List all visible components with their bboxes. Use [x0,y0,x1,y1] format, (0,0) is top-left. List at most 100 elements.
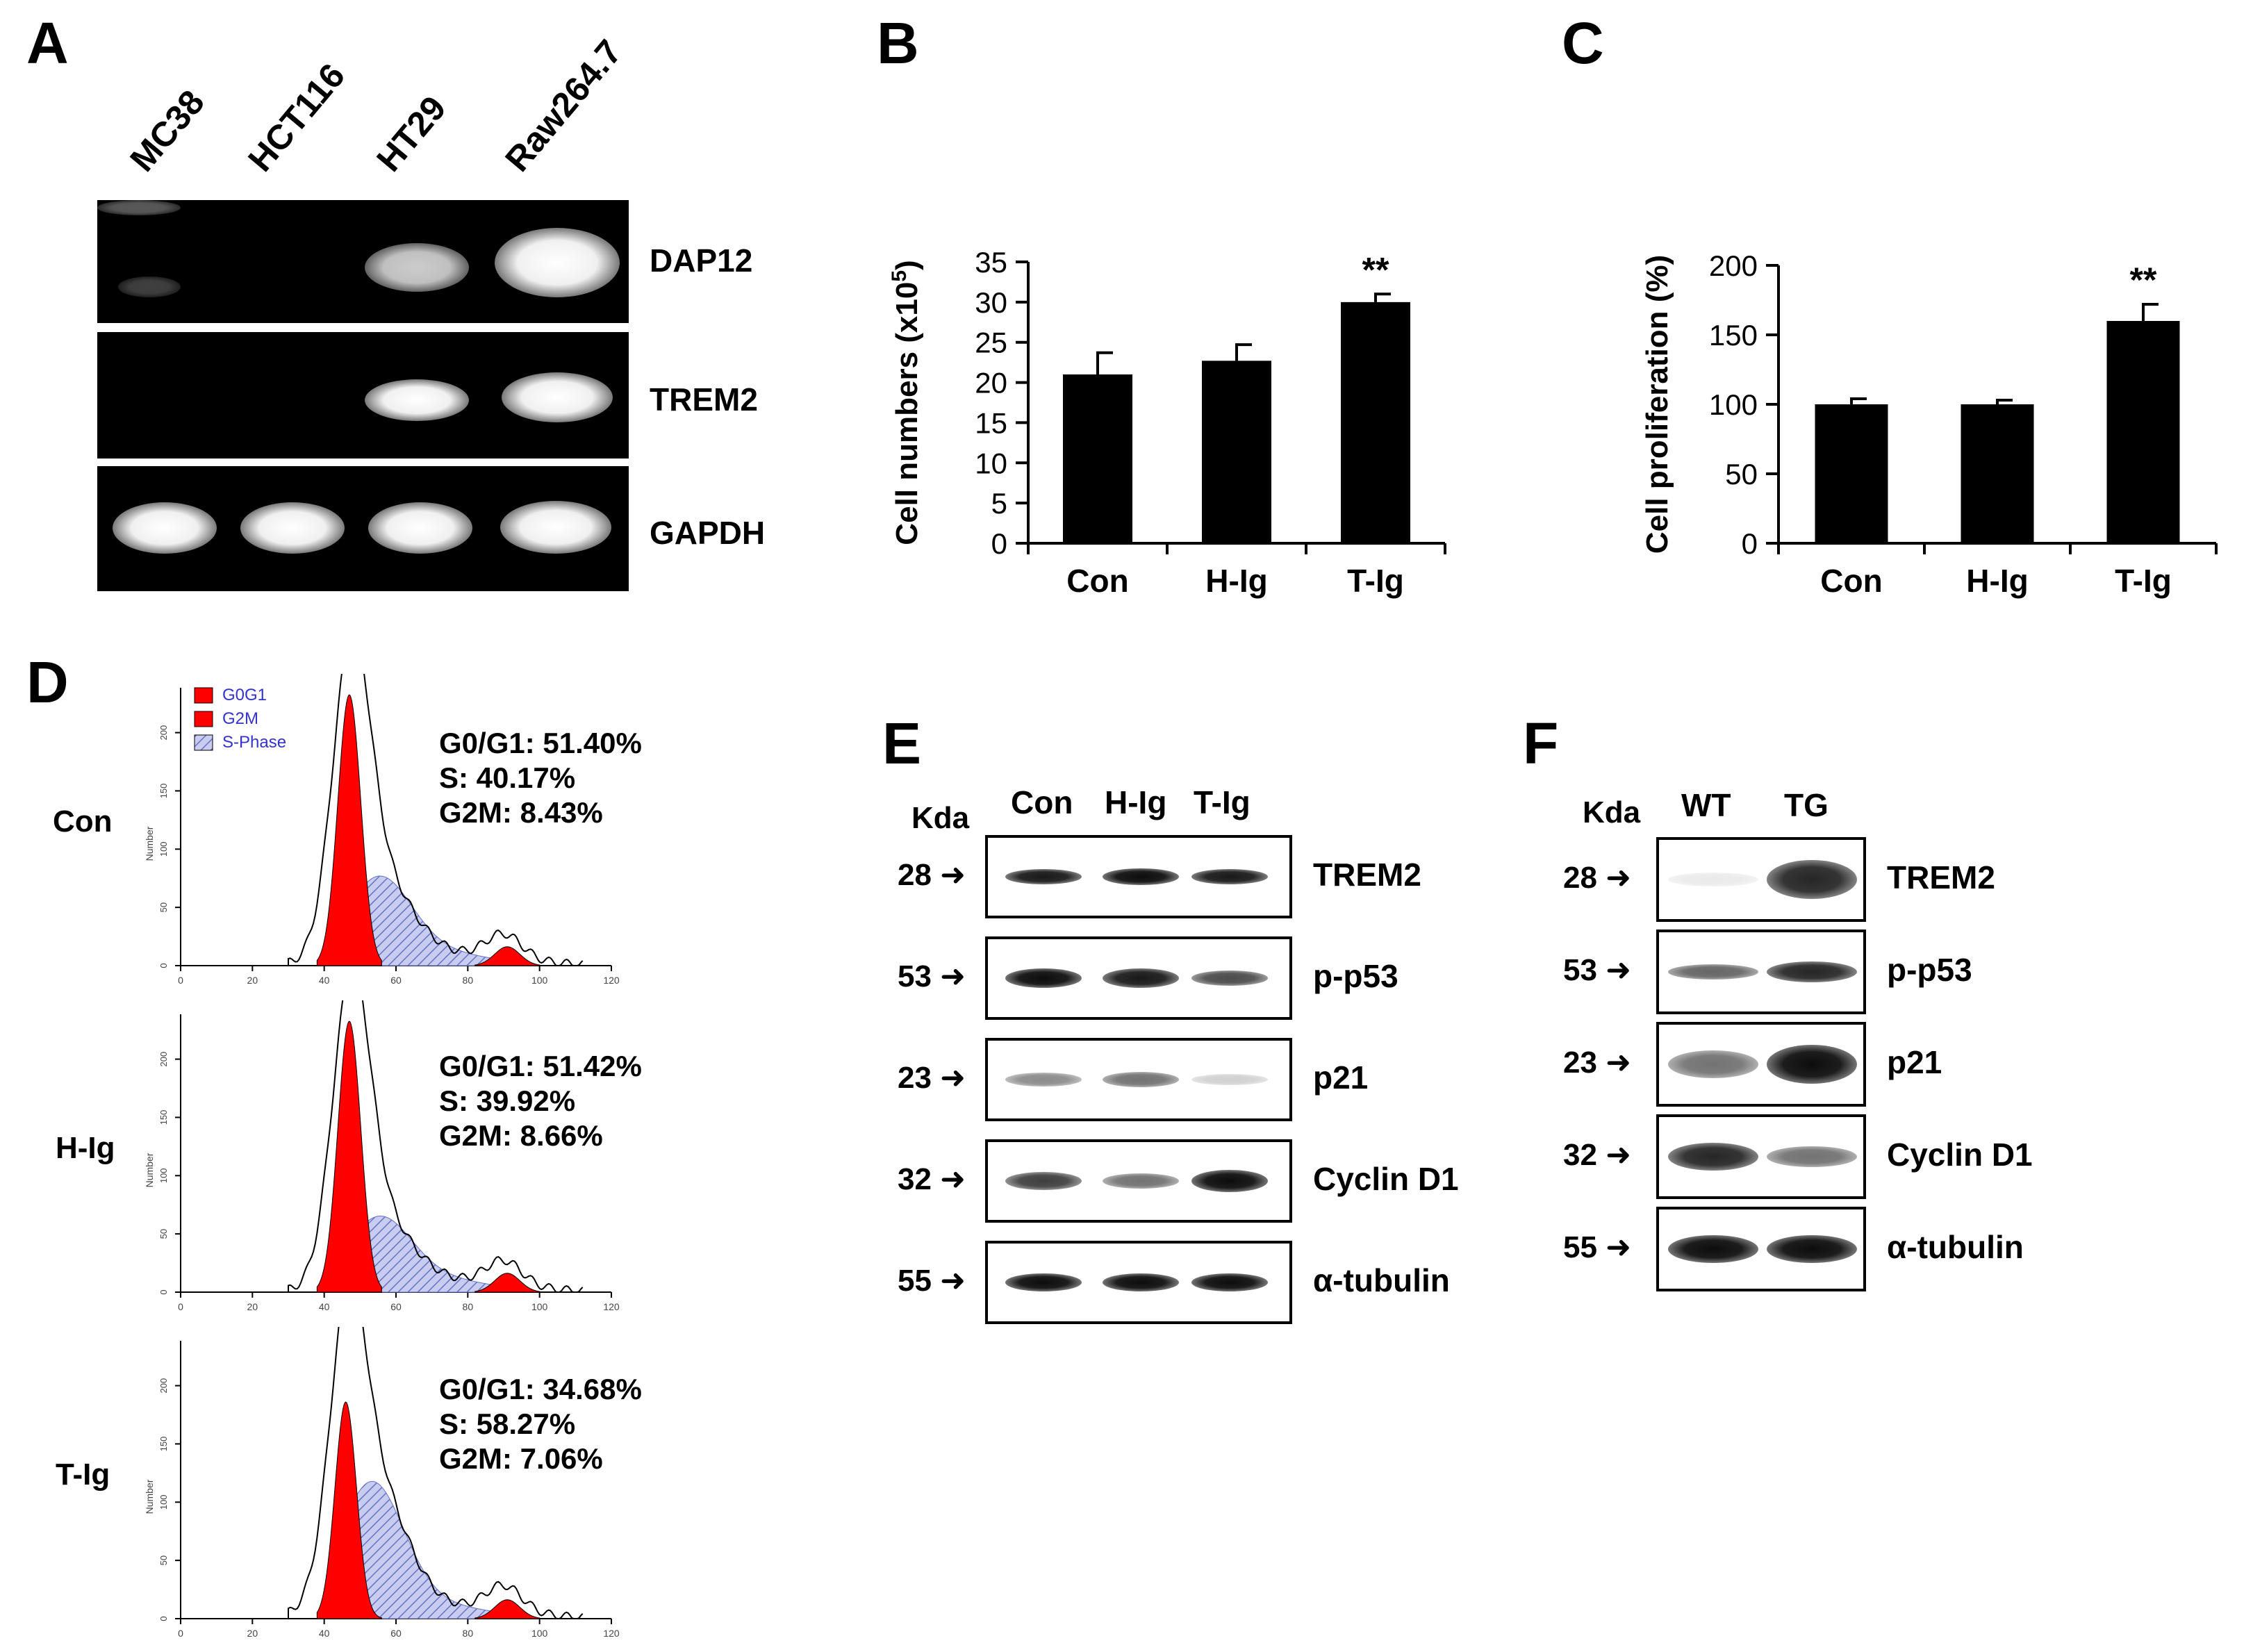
blot-band [1103,868,1179,885]
mw-value: 32 [898,1162,932,1196]
y-tick-label: 0 [158,1289,169,1294]
gel-band [500,501,611,554]
y-tick-label: 50 [158,1555,169,1565]
x-tick-label: H-Ig [1205,563,1267,599]
mw-marker: 28 ➜ [898,857,966,893]
blot-cyclin-d1 [1656,1114,1866,1199]
mw-marker: 28 ➜ [1563,860,1631,895]
panel-label-b: B [877,10,919,76]
y-tick-label: 0 [158,1616,169,1621]
blot-band [1191,869,1268,884]
arrow-right-icon: ➜ [931,858,966,892]
protein-label: Cyclin D1 [1887,1137,2033,1173]
stat-g2m: G2M: 8.43% [439,796,603,829]
g0g1-peak [316,1021,382,1293]
y-tick-label: 0 [991,527,1007,560]
protein-label: Cyclin D1 [1313,1161,1459,1197]
blot-trem2 [1656,837,1866,922]
x-tick-label: 20 [247,1628,258,1639]
stat-g2m: G2M: 8.66% [439,1119,603,1152]
lane-label-raw2647: Raw264.7 [497,32,629,179]
y-tick-label: 200 [1709,249,1758,282]
mw-marker: 32 ➜ [1563,1137,1631,1173]
legend-label: G2M [222,709,258,728]
legend-label: S-Phase [222,733,286,752]
stat-s: S: 58.27% [439,1407,576,1440]
y-tick-label: 0 [158,963,169,968]
stat-g0g1: G0/G1: 51.40% [439,727,642,759]
lane-header-tg: TG [1784,787,1829,823]
arrow-right-icon: ➜ [1596,953,1632,987]
mw-marker: 32 ➜ [898,1162,966,1197]
kda-label: Kda [1583,795,1641,829]
blot-p21 [1656,1022,1866,1107]
mw-value: 23 [898,1061,932,1095]
mw-value: 55 [1563,1230,1597,1264]
significance-marker: ** [2130,261,2157,299]
blot-p21 [985,1038,1292,1121]
arrow-right-icon: ➜ [931,1162,966,1196]
stat-g0g1: G0/G1: 34.68% [439,1373,642,1405]
gene-label-trem2: TREM2 [650,381,758,418]
raw-histogram-outline [288,674,584,966]
y-tick-label: 150 [158,1437,169,1452]
y-axis-label-superscript: 5 [888,270,911,282]
mw-marker: 55 ➜ [1563,1230,1631,1265]
x-tick-label: 40 [319,1628,330,1639]
x-tick-label: 80 [463,1301,474,1312]
x-tick-label: 80 [463,975,474,986]
y-tick-label: 50 [158,1229,169,1239]
row-label-tig: T-Ig [56,1457,110,1492]
g2m-peak [474,1273,540,1293]
g0g1-peak [316,1401,382,1619]
stats-con: G0/G1: 51.40% S: 40.17% G2M: 8.43% [439,726,642,830]
x-tick-label: 120 [603,1628,620,1639]
lane-header-hig: H-Ig [1105,784,1167,820]
mw-value: 53 [898,959,932,993]
y-tick-label: 50 [1725,458,1758,490]
y-tick-label: 25 [975,327,1007,359]
x-tick-label: 0 [178,1301,183,1312]
gel-band [240,502,345,554]
arrow-right-icon: ➜ [931,959,966,993]
blot-cyclin-d1 [985,1139,1292,1223]
blot-band [1767,1235,1857,1263]
x-tick-label: H-Ig [1966,563,2028,599]
blot-band [1767,1045,1857,1084]
gene-label-dap12: DAP12 [650,242,753,279]
x-tick-label: T-Ig [2115,563,2172,599]
gel-band [113,502,217,554]
legend-label: G0G1 [222,686,267,704]
arrow-right-icon: ➜ [931,1061,966,1095]
y-axis-label: Number [144,1153,155,1187]
x-tick-label: 100 [531,1301,548,1312]
blot-p-p53 [985,936,1292,1020]
x-tick-label: T-Ig [1347,563,1404,599]
x-tick-label: 40 [319,1301,330,1312]
gel-band [97,200,181,215]
blot-band [1103,1072,1179,1087]
legend-swatch-s-phase [194,734,213,751]
bar [1202,361,1271,543]
panel-label-f: F [1523,711,1559,776]
gel-band [365,379,469,421]
y-tick-label: 150 [1709,319,1758,352]
stats-tig: G0/G1: 34.68% S: 58.27% G2M: 7.06% [439,1372,642,1476]
blot-band [1005,869,1082,884]
legend-swatch-g0g1 [194,687,213,704]
x-tick-label: 100 [531,1628,548,1639]
protein-label: α-tubulin [1887,1229,2024,1265]
histogram-tig: 0 20 40 60 80 100 120 0 50 100 150 200 Number [144,1327,620,1639]
panel-label-c: C [1562,10,1604,76]
blot-band [1191,1170,1268,1192]
kda-label: Kda [911,801,970,835]
arrow-right-icon: ➜ [1596,1138,1632,1172]
y-tick-label: 30 [975,286,1007,319]
x-tick-label: 120 [603,1301,620,1312]
blot-band [1668,1143,1758,1171]
mw-value: 28 [898,858,932,892]
y-tick-label: 35 [975,246,1007,279]
y-tick-label: 150 [158,784,169,799]
mw-value: 28 [1563,861,1597,895]
raw-histogram-outline [288,1327,584,1619]
